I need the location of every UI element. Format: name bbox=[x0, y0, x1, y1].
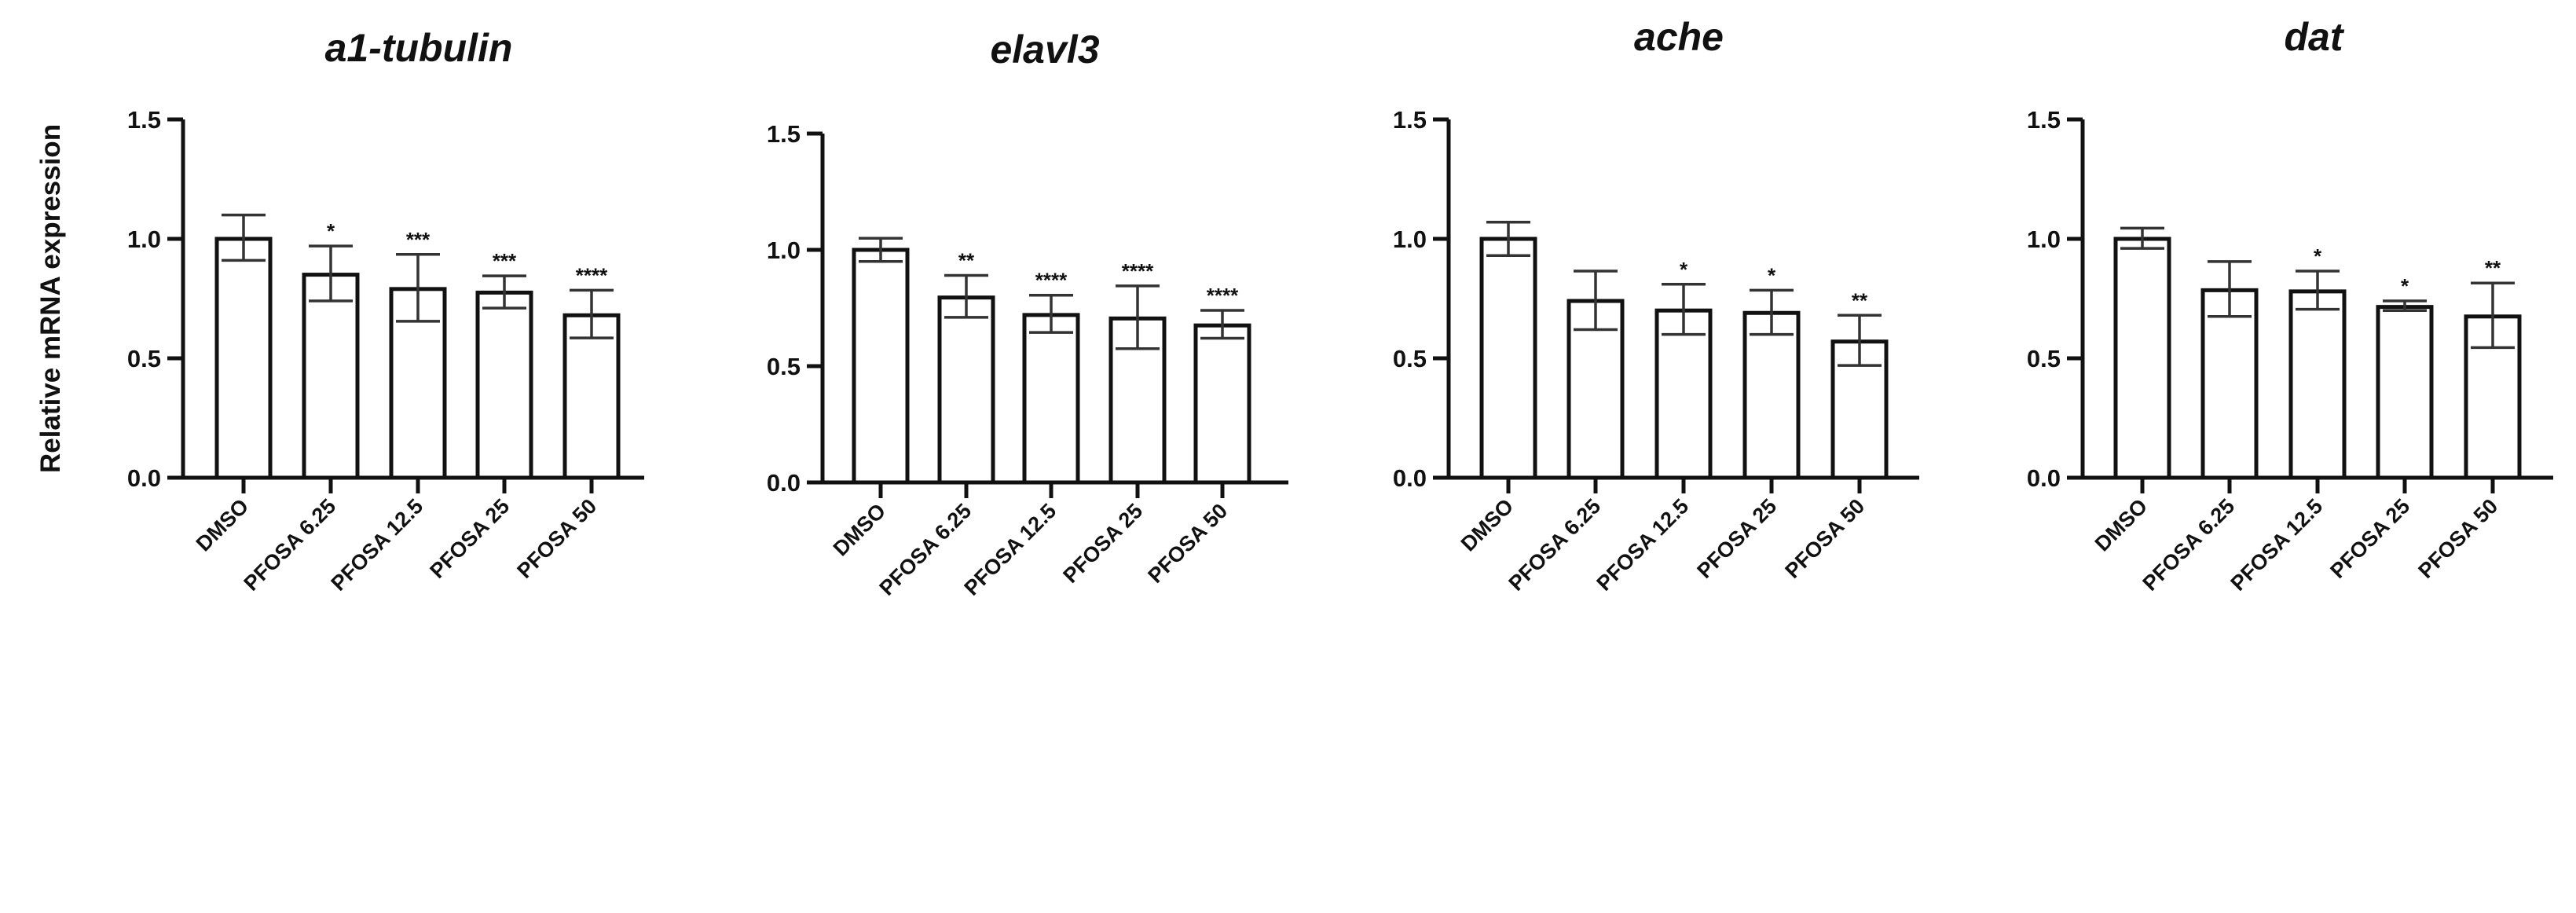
significance-label: * bbox=[327, 219, 335, 243]
significance-label: ** bbox=[1852, 288, 1868, 312]
bar bbox=[2376, 305, 2434, 480]
y-tick-label: 1.0 bbox=[2027, 226, 2061, 253]
significance-label: **** bbox=[1035, 269, 1068, 292]
bar bbox=[1654, 308, 1713, 480]
chart-title: elavl3 bbox=[990, 28, 1099, 72]
bar bbox=[1022, 313, 1080, 485]
significance-label: **** bbox=[1207, 284, 1239, 307]
x-tick-label: DMSO bbox=[829, 499, 890, 560]
bar bbox=[2288, 289, 2347, 480]
x-tick-label: PFOSA 50 bbox=[2413, 494, 2502, 583]
x-tick-label: PFOSA 50 bbox=[1143, 499, 1232, 588]
x-tick-label: PFOSA 25 bbox=[425, 494, 514, 583]
bar bbox=[562, 313, 621, 480]
x-tick-label: DMSO bbox=[1457, 494, 1518, 556]
y-tick-label: 1.0 bbox=[1393, 226, 1427, 253]
x-tick-label: PFOSA 25 bbox=[1058, 499, 1147, 588]
bar bbox=[937, 295, 995, 485]
x-tick-label: DMSO bbox=[2090, 494, 2152, 556]
x-tick-label: PFOSA 6.25 bbox=[2138, 494, 2240, 596]
y-tick-label: 0.0 bbox=[767, 469, 801, 497]
bar bbox=[1742, 310, 1801, 480]
y-tick-label: 0.5 bbox=[1393, 345, 1427, 372]
y-tick-label: 1.0 bbox=[767, 236, 801, 264]
bar bbox=[1193, 323, 1251, 485]
chart-title: ache bbox=[1634, 15, 1724, 59]
bar bbox=[2113, 236, 2171, 480]
x-tick-label: DMSO bbox=[192, 494, 253, 556]
y-tick-label: 0.5 bbox=[127, 345, 161, 372]
y-tick-label: 1.0 bbox=[127, 226, 161, 253]
y-tick-label: 1.5 bbox=[127, 106, 161, 134]
x-tick-label: PFOSA 12.5 bbox=[960, 499, 1061, 600]
significance-label: *** bbox=[493, 249, 517, 273]
bar bbox=[302, 273, 360, 480]
x-tick-label: PFOSA 6.25 bbox=[1504, 494, 1606, 596]
y-tick-label: 1.5 bbox=[1393, 106, 1427, 134]
x-tick-label: PFOSA 50 bbox=[1780, 494, 1869, 583]
y-tick-label: 0.0 bbox=[127, 464, 161, 492]
x-tick-label: PFOSA 12.5 bbox=[1592, 494, 1694, 596]
y-tick-label: 1.5 bbox=[2027, 106, 2061, 134]
significance-label: *** bbox=[406, 228, 431, 251]
y-axis-label: Relative mRNA expression bbox=[35, 124, 66, 473]
x-tick-label: PFOSA 25 bbox=[1692, 494, 1781, 583]
y-tick-label: 0.0 bbox=[1393, 464, 1427, 492]
y-tick-label: 0.5 bbox=[767, 353, 801, 380]
bar bbox=[852, 248, 910, 485]
x-tick-label: PFOSA 25 bbox=[2325, 494, 2414, 583]
significance-label: * bbox=[1680, 258, 1688, 281]
x-tick-label: PFOSA 50 bbox=[512, 494, 601, 583]
x-tick-label: PFOSA 12.5 bbox=[327, 494, 428, 596]
y-tick-label: 1.5 bbox=[767, 120, 801, 148]
y-tick-label: 0.0 bbox=[2027, 464, 2061, 492]
significance-label: * bbox=[1768, 263, 1776, 287]
significance-label: **** bbox=[576, 263, 608, 287]
significance-label: * bbox=[2314, 244, 2322, 268]
bar bbox=[214, 236, 273, 480]
chart-title: a1-tubulin bbox=[325, 26, 513, 70]
significance-label: ** bbox=[2485, 256, 2501, 280]
chart-title: dat bbox=[2285, 15, 2345, 59]
bar bbox=[2200, 288, 2259, 480]
x-tick-label: PFOSA 6.25 bbox=[240, 494, 341, 596]
significance-label: * bbox=[2401, 274, 2409, 298]
bar bbox=[1479, 236, 1537, 480]
x-tick-label: PFOSA 12.5 bbox=[2226, 494, 2328, 596]
y-tick-label: 0.5 bbox=[2027, 345, 2061, 372]
bar bbox=[475, 290, 533, 480]
significance-label: ** bbox=[958, 249, 975, 273]
significance-label: **** bbox=[1122, 259, 1154, 283]
